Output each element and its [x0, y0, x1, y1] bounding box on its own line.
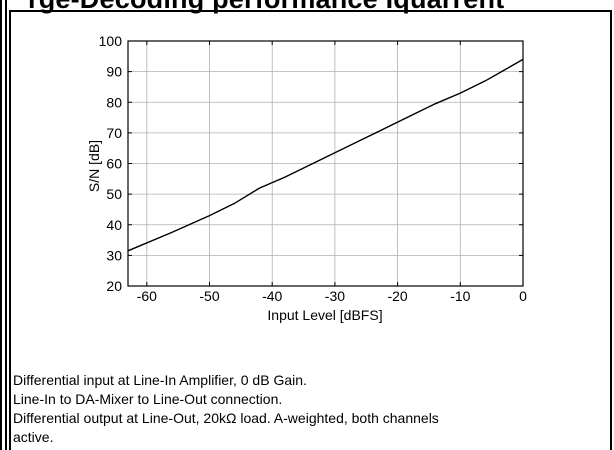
series-line: [127, 58, 524, 252]
x-tick-labels: -60 -50 -40 -30 -20 -10 0: [137, 288, 527, 304]
y-tick-label: 90: [106, 64, 122, 80]
x-tick-label: -60: [137, 288, 157, 304]
y-tick-label: 70: [106, 125, 122, 141]
x-axis-label: Input Level [dBFS]: [267, 307, 382, 323]
y-axis-label: S/N [dB]: [86, 140, 102, 192]
series-group: [127, 58, 524, 252]
frame-left-inner-rule: [5, 0, 7, 450]
x-tick-label: -30: [325, 288, 345, 304]
x-tick-label: 0: [519, 288, 527, 304]
frame-inner-right-rule: [610, 10, 612, 450]
axis-ticks: [128, 40, 524, 287]
frame-left-outer-rule: [0, 0, 2, 450]
caption-line: Differential output at Line-Out, 20kΩ lo…: [13, 410, 439, 426]
sn-vs-input-level-chart: -60 -50 -40 -30 -20 -10 0 2030405060708090100 …: [86, 33, 527, 323]
caption-line: active.: [13, 429, 54, 445]
caption-line: Line-In to DA-Mixer to Line-Out connecti…: [13, 391, 283, 407]
y-tick-label: 20: [106, 278, 122, 294]
x-tick-label: -50: [199, 288, 219, 304]
x-tick-label: -40: [262, 288, 282, 304]
y-tick-labels: 20 30 40 50 60 70 80 90 100: [99, 33, 123, 294]
frame-top-rule: [9, 10, 612, 12]
chart-grid: [128, 41, 523, 286]
caption-line: Differential input at Line-In Amplifier,…: [13, 372, 307, 388]
figure-caption: Differential input at Line-In Amplifier,…: [13, 371, 603, 447]
frame-inner-left-rule: [9, 10, 11, 450]
y-tick-label: 80: [106, 94, 122, 110]
y-tick-label: 40: [106, 217, 122, 233]
y-tick-label: 30: [106, 247, 122, 263]
x-tick-label: -10: [450, 288, 470, 304]
y-tick-label: 50: [106, 186, 122, 202]
y-tick-label: 100: [99, 33, 123, 49]
y-tick-label: 60: [106, 156, 122, 172]
x-tick-label: -20: [387, 288, 407, 304]
